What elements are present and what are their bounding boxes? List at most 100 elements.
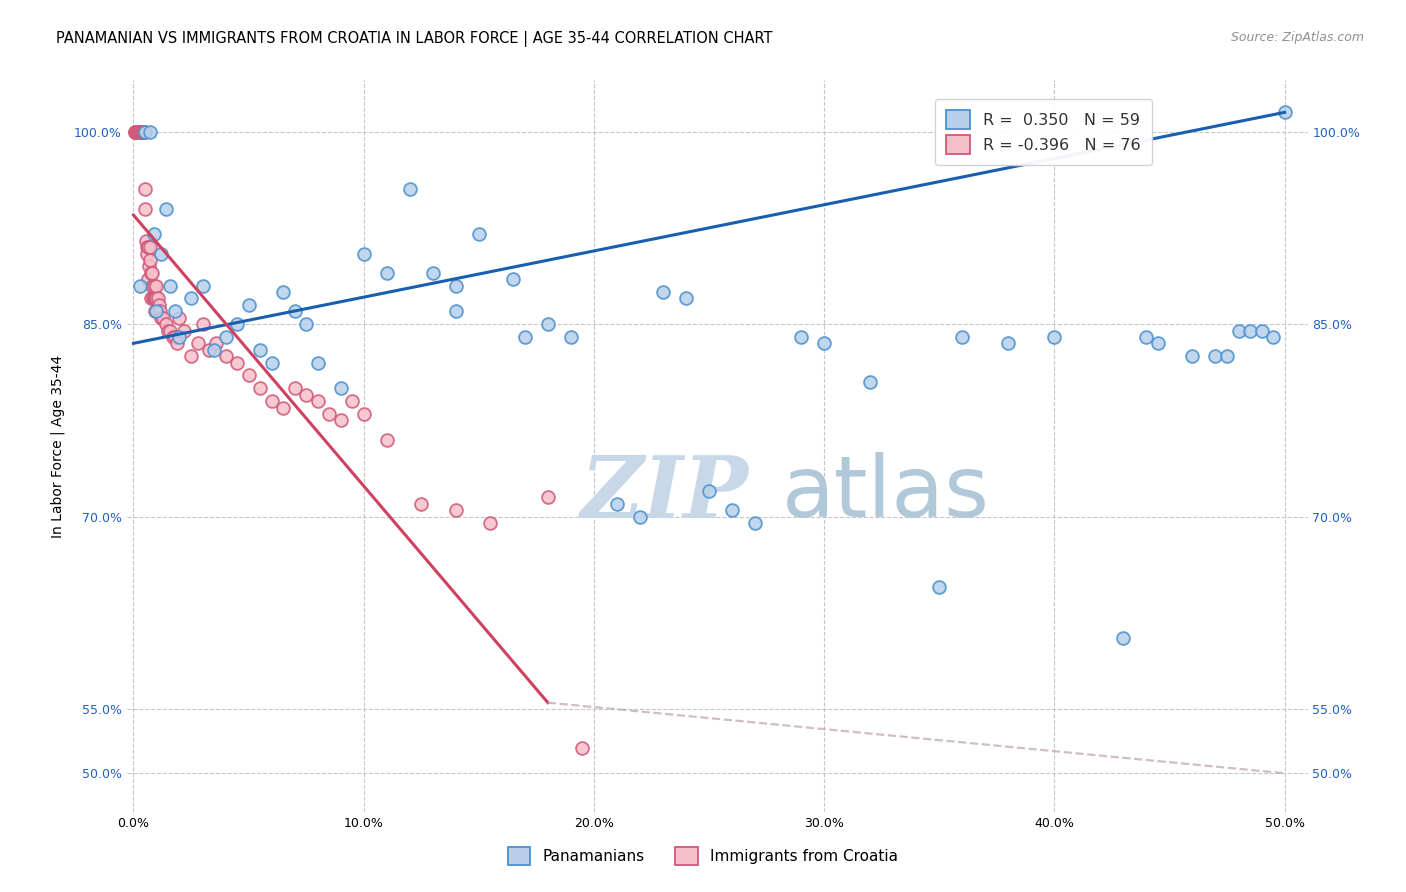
Point bbox=[537, 317, 560, 331]
Point bbox=[1135, 330, 1157, 344]
Point bbox=[444, 278, 467, 293]
Point bbox=[398, 182, 420, 196]
Point bbox=[166, 336, 188, 351]
Point bbox=[1181, 349, 1204, 363]
Point bbox=[143, 227, 166, 242]
Point bbox=[249, 381, 271, 395]
Point bbox=[132, 125, 155, 139]
Point bbox=[134, 125, 156, 139]
Point bbox=[143, 304, 166, 318]
Legend: R =  0.350   N = 59, R = -0.396   N = 76: R = 0.350 N = 59, R = -0.396 N = 76 bbox=[935, 99, 1152, 165]
Point bbox=[142, 292, 165, 306]
Point bbox=[141, 266, 163, 280]
Point bbox=[124, 125, 146, 139]
Point bbox=[329, 381, 352, 395]
Point bbox=[444, 304, 467, 318]
Point bbox=[134, 182, 156, 196]
Point bbox=[139, 266, 162, 280]
Point bbox=[129, 125, 152, 139]
Point bbox=[163, 330, 186, 344]
Point bbox=[571, 740, 593, 755]
Point bbox=[152, 310, 174, 325]
Point bbox=[284, 381, 307, 395]
Point bbox=[162, 330, 184, 344]
Point bbox=[169, 330, 191, 344]
Point bbox=[138, 252, 160, 267]
Point bbox=[124, 125, 146, 139]
Point bbox=[132, 125, 155, 139]
Point bbox=[479, 516, 502, 530]
Point bbox=[628, 509, 651, 524]
Point bbox=[1205, 349, 1227, 363]
Point bbox=[145, 278, 167, 293]
Point bbox=[135, 240, 157, 254]
Point bbox=[353, 407, 375, 421]
Point bbox=[249, 343, 271, 357]
Point bbox=[134, 202, 156, 216]
Point bbox=[226, 355, 249, 369]
Point bbox=[318, 407, 340, 421]
Point bbox=[131, 125, 153, 139]
Point bbox=[1239, 324, 1261, 338]
Point bbox=[142, 292, 165, 306]
Point bbox=[202, 343, 225, 357]
Point bbox=[513, 330, 536, 344]
Point bbox=[950, 330, 973, 344]
Point bbox=[284, 304, 307, 318]
Point bbox=[329, 413, 352, 427]
Point bbox=[1274, 105, 1296, 120]
Text: ZIP: ZIP bbox=[581, 451, 749, 535]
Point bbox=[859, 375, 882, 389]
Point bbox=[141, 278, 163, 293]
Text: PANAMANIAN VS IMMIGRANTS FROM CROATIA IN LABOR FORCE | AGE 35-44 CORRELATION CHA: PANAMANIAN VS IMMIGRANTS FROM CROATIA IN… bbox=[56, 31, 773, 47]
Point bbox=[468, 227, 491, 242]
Point bbox=[295, 387, 318, 401]
Point bbox=[675, 292, 697, 306]
Point bbox=[444, 503, 467, 517]
Point bbox=[135, 234, 157, 248]
Point bbox=[138, 125, 160, 139]
Point bbox=[131, 125, 153, 139]
Point bbox=[537, 491, 560, 505]
Point bbox=[606, 497, 628, 511]
Point bbox=[238, 368, 260, 383]
Point bbox=[295, 317, 318, 331]
Point bbox=[375, 266, 398, 280]
Point bbox=[150, 246, 173, 260]
Point bbox=[145, 304, 167, 318]
Point bbox=[128, 125, 150, 139]
Point bbox=[139, 240, 162, 254]
Point bbox=[422, 266, 444, 280]
Point bbox=[187, 336, 209, 351]
Point bbox=[180, 349, 202, 363]
Point bbox=[159, 278, 181, 293]
Point bbox=[1216, 349, 1239, 363]
Point bbox=[375, 433, 398, 447]
Point bbox=[136, 246, 159, 260]
Point bbox=[125, 125, 148, 139]
Point bbox=[136, 240, 159, 254]
Point bbox=[226, 317, 249, 331]
Point bbox=[1261, 330, 1284, 344]
Point bbox=[340, 394, 363, 409]
Point bbox=[411, 497, 433, 511]
Point bbox=[156, 324, 179, 338]
Point bbox=[155, 317, 177, 331]
Point bbox=[191, 278, 214, 293]
Point bbox=[997, 336, 1019, 351]
Point bbox=[744, 516, 766, 530]
Point bbox=[173, 324, 195, 338]
Point bbox=[191, 317, 214, 331]
Point bbox=[502, 272, 524, 286]
Point bbox=[145, 292, 167, 306]
Text: Source: ZipAtlas.com: Source: ZipAtlas.com bbox=[1230, 31, 1364, 45]
Point bbox=[128, 125, 150, 139]
Point bbox=[697, 483, 720, 498]
Point bbox=[149, 304, 172, 318]
Point bbox=[813, 336, 835, 351]
Point bbox=[141, 292, 163, 306]
Point bbox=[127, 125, 149, 139]
Y-axis label: In Labor Force | Age 35-44: In Labor Force | Age 35-44 bbox=[51, 354, 66, 538]
Point bbox=[353, 246, 375, 260]
Point bbox=[205, 336, 228, 351]
